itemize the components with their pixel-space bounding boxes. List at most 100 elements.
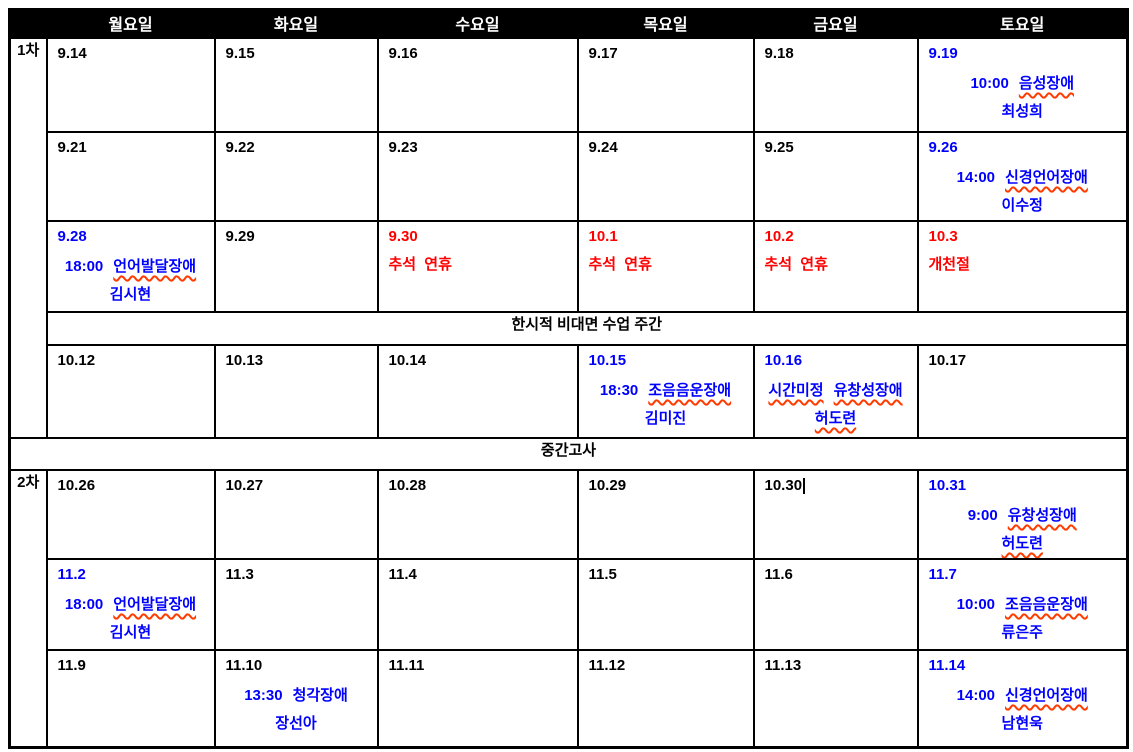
event-time-subject-line: 13:30 청각장애 [217,682,376,710]
day-cell[interactable]: 9.22 [213,131,379,222]
week-row: 10.12 10.13 10.14 10.15 18:30 조음음운장애 김미진 10.16 시… [10,344,1129,439]
day-header: 수요일 [376,8,579,39]
event-instructor: 김시현 [109,286,152,303]
day-cell[interactable]: 11.7 10:00 조음음운장애 류은주 [916,558,1129,651]
day-cell[interactable]: 11.6 [752,558,919,651]
event-block: 10:00 조음음운장애 류은주 [920,591,1126,647]
week-row: 11.2 18:00 언어발달장애 김시현 11.3 11.4 11.5 11.6 11.7 10… [10,558,1129,651]
day-cell[interactable]: 11.9 [45,649,216,748]
day-cell[interactable]: 9.28 18:00 언어발달장애 김시현 [45,220,216,313]
cell-date: 11.5 [588,566,617,583]
day-cell[interactable]: 9.25 [752,131,919,222]
section-label[interactable]: 1차 [8,37,48,439]
cell-date: 10.13 [225,352,264,369]
week-row: 9.21 9.22 9.23 9.24 9.25 9.26 14:00 신경언어장애 이수정 [10,131,1129,222]
day-cell[interactable]: 10.15 18:30 조음음운장애 김미진 [576,344,755,439]
day-cell[interactable]: 10.3 개천절 [916,220,1129,313]
cell-date: 9.22 [225,139,255,156]
day-cell[interactable]: 11.14 14:00 신경언어장애 남현욱 [916,649,1129,748]
remote-class-week-banner[interactable]: 한시적 비대면 수업 주간 [45,311,1129,346]
day-cell[interactable]: 10.30 [752,469,919,560]
holiday-label: 추석 연휴 [764,256,828,273]
event-instructor: 김미진 [644,410,687,427]
day-cell[interactable]: 10.1 추석 연휴 [576,220,755,313]
cell-date: 11.14 [928,657,966,674]
day-cell[interactable]: 11.5 [576,558,755,651]
day-cell[interactable]: 11.10 13:30 청각장애 장선아 [213,649,379,748]
day-cell[interactable]: 9.21 [45,131,216,222]
week-row: 1차 9.14 9.15 9.16 9.17 9.18 9.19 10:00 음성장애 최성희 [8,37,1129,439]
day-header: 목요일 [576,8,755,39]
event-block: 시간미정 유창성장애 허도련 [756,377,916,433]
day-cell[interactable]: 10.14 [376,344,579,439]
day-cell[interactable]: 11.2 18:00 언어발달장애 김시현 [45,558,216,651]
section-label[interactable]: 2차 [8,469,48,748]
event-subject: 언어발달장애 [113,596,197,613]
day-cell[interactable]: 11.13 [752,649,919,748]
day-cell[interactable]: 10.29 [576,469,755,560]
event-block: 14:00 신경언어장애 남현욱 [920,682,1126,738]
event-subject: 신경언어장애 [1005,687,1088,704]
day-cell[interactable]: 10.13 [213,344,379,439]
day-cell[interactable]: 9.29 [213,220,379,313]
cell-date: 10.12 [57,352,96,369]
midterm-exam-banner[interactable]: 중간고사 [8,437,1129,471]
day-header: 금요일 [752,8,919,39]
schedule-table: 월요일 화요일 수요일 목요일 금요일 토요일 1차 9.14 9.15 9.16 9.17 9.1… [8,8,1129,749]
day-cell[interactable]: 9.30 추석 연휴 [376,220,579,313]
day-cell[interactable]: 9.14 [45,37,216,133]
event-time: 18:30 [599,382,639,399]
day-cell[interactable]: 9.19 10:00 음성장애 최성희 [916,37,1129,133]
event-instructor-line: 김시현 [49,619,213,647]
day-cell[interactable]: 10.28 [376,469,579,560]
weekday-header-row: 월요일 화요일 수요일 목요일 금요일 토요일 [8,8,1129,39]
cell-date: 10.30 [764,477,803,494]
day-cell[interactable]: 9.26 14:00 신경언어장애 이수정 [916,131,1129,222]
day-cell[interactable]: 9.23 [376,131,579,222]
day-cell[interactable]: 10.27 [213,469,379,560]
event-subject: 언어발달장애 [113,258,197,275]
event-instructor-line: 장선아 [217,710,376,738]
day-cell[interactable]: 10.31 9:00 유창성장애 허도련 [916,469,1129,560]
day-cell[interactable]: 10.2 추석 연휴 [752,220,919,313]
event-time: 10:00 [970,75,1009,92]
day-cell[interactable]: 9.17 [576,37,755,133]
day-cell[interactable]: 10.26 [45,469,216,560]
event-instructor: 최성희 [1001,103,1043,120]
event-time-subject-line: 18:00 언어발달장애 [49,253,213,281]
week-row: 9.28 18:00 언어발달장애 김시현 9.29 9.30 추석 연휴 10.1 추석 연휴… [10,220,1129,313]
cell-date: 10.15 [588,352,627,369]
cell-date: 9.25 [764,139,794,156]
cell-date: 10.3 [928,228,958,245]
day-cell[interactable]: 9.15 [213,37,379,133]
cell-date: 9.29 [225,228,255,245]
event-subject: 청각장애 [292,687,348,704]
day-cell[interactable]: 9.18 [752,37,919,133]
day-cell[interactable]: 11.3 [213,558,379,651]
day-cell[interactable]: 11.4 [376,558,579,651]
holiday-label: 추석 연휴 [588,256,652,273]
day-cell[interactable]: 10.17 [916,344,1129,439]
event-instructor: 장선아 [275,715,317,732]
cell-date: 10.16 [764,352,803,369]
event-time: 10:00 [956,596,996,613]
event-time-subject-line: 14:00 신경언어장애 [920,682,1126,710]
day-cell[interactable]: 10.16 시간미정 유창성장애 허도련 [752,344,919,439]
day-cell[interactable]: 11.11 [376,649,579,748]
cell-date: 10.26 [57,477,96,494]
day-cell[interactable]: 10.12 [45,344,216,439]
day-cell[interactable]: 9.24 [576,131,755,222]
cell-date: 11.6 [764,566,793,583]
week-row: 2차 10.26 10.27 10.28 10.29 10.30 10.31 9:00 유창성장… [8,469,1129,748]
event-time-subject-line: 14:00 신경언어장애 [920,164,1126,192]
day-cell[interactable]: 11.12 [576,649,755,748]
remote-class-week-row: 한시적 비대면 수업 주간 [10,311,1129,346]
event-time: 13:30 [244,687,283,704]
event-instructor: 김시현 [109,624,152,641]
event-instructor-line: 김시현 [49,281,213,309]
cell-date: 9.30 [388,228,418,245]
day-cell[interactable]: 9.16 [376,37,579,133]
event-time-subject-line: 10:00 조음음운장애 [920,591,1126,619]
